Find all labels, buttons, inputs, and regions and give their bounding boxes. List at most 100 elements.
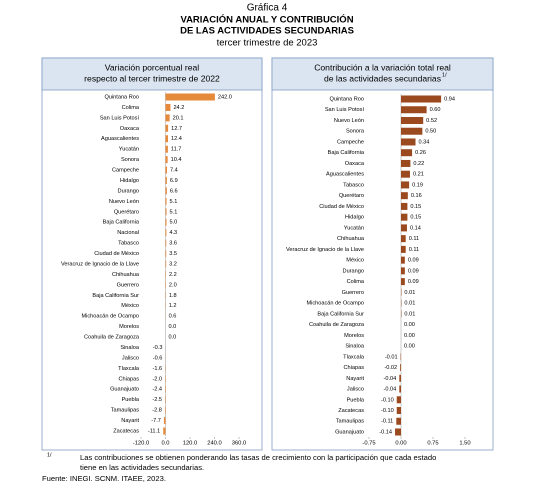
category-label: Coahuila de Zaragoza — [84, 335, 140, 341]
category-label: Oaxaca — [120, 126, 140, 132]
category-label: Hidalgo — [120, 178, 139, 184]
bar — [396, 407, 401, 415]
category-label: Baja California Sur — [92, 293, 139, 299]
value-label: 0.0 — [169, 324, 177, 330]
value-label: -7.7 — [151, 418, 161, 424]
x-tick-label: 120.0 — [183, 441, 198, 447]
value-label: 0.94 — [444, 96, 455, 102]
category-label: Chihuahua — [337, 236, 365, 242]
value-label: 0.11 — [409, 236, 419, 242]
value-label: -0.10 — [381, 397, 394, 403]
value-label: 11.7 — [171, 147, 181, 153]
x-tick-label: 240.0 — [207, 441, 222, 447]
category-label: Campeche — [337, 139, 364, 145]
bar — [165, 166, 168, 174]
value-label: 0.01 — [404, 301, 415, 307]
value-label: 4.3 — [169, 230, 177, 236]
value-label: 0.15 — [410, 215, 421, 221]
category-label: Nayarit — [121, 418, 139, 424]
category-label: Ciudad de México — [94, 251, 139, 257]
value-label: 12.7 — [171, 126, 182, 132]
bar — [401, 224, 407, 232]
bar — [401, 192, 408, 200]
category-label: Yucatán — [344, 225, 364, 231]
category-label: Tamaulipas — [111, 408, 139, 414]
value-label: 0.01 — [404, 290, 415, 296]
value-label: 0.11 — [409, 247, 419, 253]
value-label: -0.10 — [381, 408, 394, 414]
value-label: 0.09 — [408, 279, 419, 285]
category-label: Baja California — [328, 150, 365, 156]
value-label: 0.26 — [415, 150, 426, 156]
bar — [165, 218, 167, 226]
bar — [401, 116, 424, 124]
x-tick-label: -120.0 — [133, 441, 149, 447]
bar — [401, 181, 410, 189]
value-label: 2.2 — [169, 272, 177, 278]
category-label: Guerrero — [117, 282, 139, 288]
category-label: Coahuila de Zaragoza — [309, 322, 365, 328]
value-label: 0.22 — [413, 161, 424, 167]
value-label: -2.4 — [152, 387, 162, 393]
value-label: 0.00 — [404, 344, 415, 350]
value-label: 12.4 — [171, 136, 182, 142]
category-label: Hidalgo — [345, 215, 364, 221]
category-label: Tamaulipas — [336, 419, 364, 425]
bar — [164, 396, 166, 404]
bar — [401, 159, 411, 167]
panel-title: respecto al tercer trimestre de 2022 — [84, 73, 220, 83]
x-tick-label: 0.0 — [161, 441, 169, 447]
bar — [165, 135, 169, 143]
bar — [165, 156, 168, 164]
value-label: 20.1 — [173, 115, 184, 121]
value-label: 0.52 — [426, 118, 437, 124]
category-label: Quintana Roo — [329, 96, 364, 102]
value-label: 0.6 — [169, 314, 177, 320]
value-label: 3.2 — [169, 261, 177, 267]
bar — [401, 149, 413, 157]
bar — [401, 213, 408, 221]
value-label: -11.1 — [148, 428, 160, 434]
category-label: Guanajuato — [335, 429, 364, 435]
category-label: Aguascalientes — [326, 172, 364, 178]
category-label: Colima — [347, 279, 365, 285]
category-label: Querétaro — [114, 209, 139, 215]
bar — [164, 406, 166, 414]
bar — [165, 187, 167, 195]
category-label: Jalisco — [122, 355, 139, 361]
bar — [401, 106, 427, 114]
bar — [165, 93, 215, 101]
value-label: 0.0 — [169, 335, 177, 341]
category-label: Puebla — [347, 397, 365, 403]
category-label: Baja California Sur — [317, 311, 364, 317]
value-label: 0.60 — [430, 107, 441, 113]
bar — [401, 202, 408, 210]
value-label: -0.04 — [384, 376, 397, 382]
value-label: -0.6 — [153, 355, 163, 361]
x-tick-label: -0.75 — [362, 441, 375, 447]
x-tick-label: 360.0 — [232, 441, 247, 447]
category-label: México — [121, 303, 139, 309]
value-label: -2.8 — [152, 408, 162, 414]
source: Fuente: INEGI. SCNM. ITAEE, 2023. — [42, 474, 166, 483]
category-label: Puebla — [122, 397, 140, 403]
value-label: 0.34 — [419, 139, 430, 145]
category-label: Durango — [118, 188, 139, 194]
title-note: 1/ — [442, 72, 447, 78]
category-label: Querétaro — [339, 193, 364, 199]
category-label: Tabasco — [343, 182, 364, 188]
category-label: Michoacán de Ocampo — [306, 301, 364, 307]
category-label: San Luis Potosí — [325, 107, 365, 113]
category-label: Chihuahua — [112, 272, 140, 278]
bar — [165, 145, 168, 153]
value-label: 0.00 — [404, 333, 415, 339]
value-label: -0.01 — [385, 354, 398, 360]
category-label: Nuevo León — [334, 118, 364, 124]
bar — [401, 235, 406, 243]
category-label: Morelos — [119, 324, 139, 330]
category-label: Veracruz de Ignacio de la Llave — [286, 247, 364, 253]
panel — [271, 57, 494, 451]
category-label: Chiapas — [343, 365, 364, 371]
panel-title: Contribución a la variación total real — [314, 62, 451, 72]
